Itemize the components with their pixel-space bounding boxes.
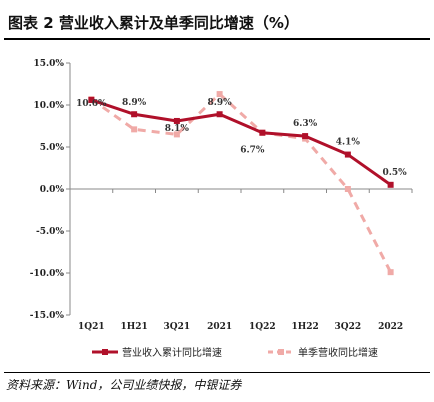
x-tick-label: 2021 [207, 322, 232, 332]
legend-label-1: 单季营收同比增速 [298, 346, 378, 359]
data-point-1 [173, 131, 180, 138]
data-label: 10.6% [76, 99, 107, 109]
data-label: 8.9% [208, 98, 233, 108]
x-tick-label: 2022 [378, 322, 403, 332]
page-title: 图表 2 营业收入累计及单季同比增速（%） [8, 14, 299, 32]
data-label: 6.7% [240, 146, 265, 156]
data-point-0 [259, 129, 266, 136]
series-line-1 [90, 92, 392, 273]
x-tick-label: 1H21 [120, 322, 147, 332]
chart: -15.0% -10.0% -5.0% 0.0% 5.0% 10.0% 15.0% 1Q21 1… [30, 59, 413, 359]
series-line-0 [90, 98, 392, 187]
y-tick-label: -15.0% [30, 311, 65, 321]
data-point-1 [344, 186, 351, 192]
y-tick-label: -10.0% [30, 269, 65, 279]
data-point-0 [387, 181, 394, 188]
source-bar: 资料来源：Wind，公司业绩快报，中银证券 [4, 372, 430, 397]
x-tick-label: 1Q22 [249, 322, 276, 332]
y-tick-label: 0.0% [40, 185, 65, 195]
data-point-1 [387, 269, 394, 276]
data-point-0 [88, 96, 95, 103]
title-bar: 图表 2 营业收入累计及单季同比增速（%） [4, 8, 430, 40]
data-label: 0.5% [383, 168, 408, 178]
x-tick-label: 3Q21 [164, 322, 191, 332]
data-point-1 [216, 91, 223, 98]
data-point-1 [131, 126, 138, 133]
y-tick-label: 5.0% [40, 143, 65, 153]
y-tick-label: 15.0% [34, 59, 65, 69]
data-label: 8.9% [122, 98, 147, 108]
x-tick-label: 1H22 [291, 322, 318, 332]
data-label: 8.1% [165, 124, 190, 134]
data-point-0 [302, 133, 309, 140]
x-tick-label: 1Q21 [78, 322, 105, 332]
source-note: 资料来源：Wind，公司业绩快报，中银证券 [6, 378, 242, 392]
data-label: 4.1% [336, 138, 361, 148]
data-label: 6.3% [293, 119, 318, 129]
data-point-0 [131, 111, 138, 118]
y-tick-label: -5.0% [36, 227, 64, 237]
data-point-0 [173, 117, 180, 124]
legend-label-0: 营业收入累计同比增速 [122, 346, 222, 359]
x-tick-label: 3Q22 [335, 322, 362, 332]
data-point-0 [216, 111, 223, 118]
legend-marker-1 [278, 349, 284, 355]
legend-marker-0 [102, 349, 108, 355]
data-point-0 [344, 151, 351, 158]
y-tick-label: 10.0% [34, 101, 65, 111]
